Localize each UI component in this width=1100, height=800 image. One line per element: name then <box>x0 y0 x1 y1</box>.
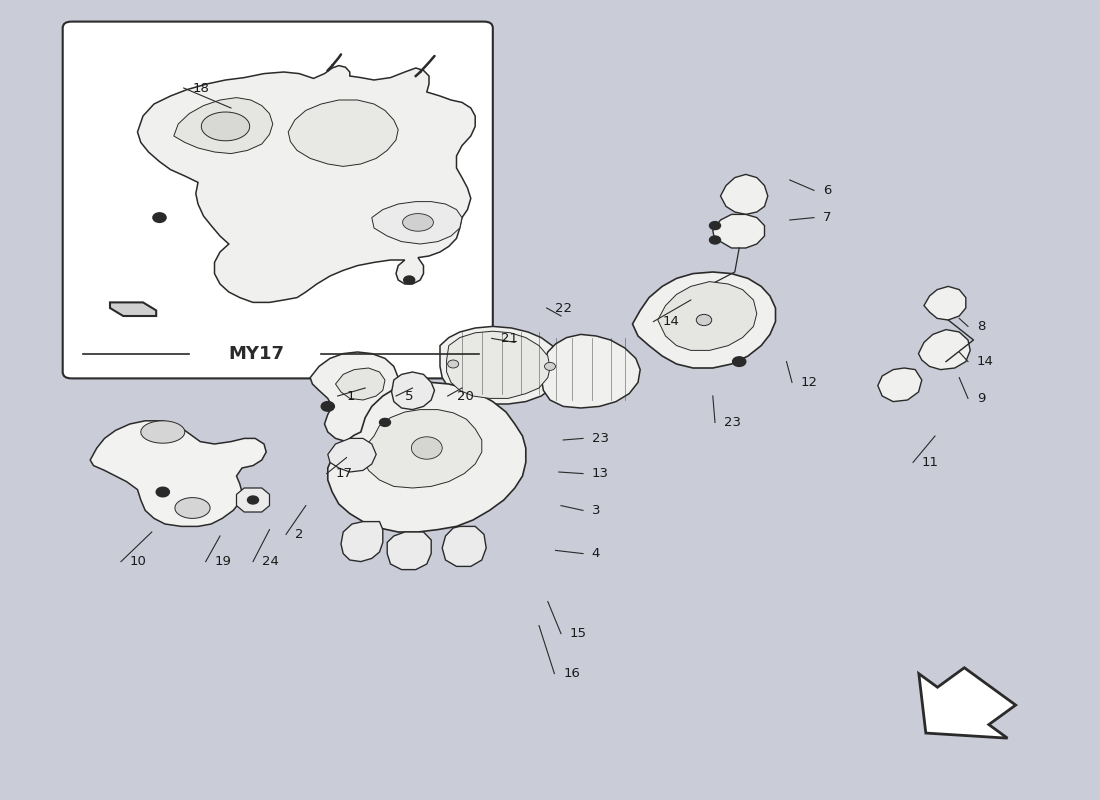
Polygon shape <box>138 66 475 302</box>
Text: 10: 10 <box>130 555 146 568</box>
Text: 21: 21 <box>500 332 517 345</box>
Circle shape <box>710 222 720 230</box>
Polygon shape <box>236 488 270 512</box>
Polygon shape <box>924 286 966 320</box>
Polygon shape <box>363 410 482 488</box>
Polygon shape <box>918 330 970 370</box>
Polygon shape <box>288 100 398 166</box>
Polygon shape <box>720 174 768 214</box>
Polygon shape <box>713 214 764 248</box>
Polygon shape <box>110 302 156 316</box>
Circle shape <box>696 314 712 326</box>
Polygon shape <box>658 282 757 350</box>
Polygon shape <box>447 331 550 398</box>
FancyBboxPatch shape <box>63 22 493 378</box>
Text: 4: 4 <box>592 547 601 560</box>
Text: 18: 18 <box>192 82 209 94</box>
Polygon shape <box>328 382 526 532</box>
Polygon shape <box>90 421 266 526</box>
Text: 22: 22 <box>556 302 572 314</box>
Text: 16: 16 <box>563 667 580 680</box>
Polygon shape <box>632 272 776 368</box>
Polygon shape <box>336 368 385 400</box>
Polygon shape <box>387 532 431 570</box>
Circle shape <box>411 437 442 459</box>
Circle shape <box>153 213 166 222</box>
Text: 3: 3 <box>592 504 601 517</box>
Text: 15: 15 <box>570 627 586 640</box>
Text: 14: 14 <box>662 315 679 328</box>
Text: 17: 17 <box>336 467 352 480</box>
Text: 19: 19 <box>214 555 231 568</box>
Polygon shape <box>310 352 398 442</box>
Circle shape <box>710 236 720 244</box>
Text: 6: 6 <box>823 184 832 197</box>
Text: 23: 23 <box>592 432 608 445</box>
Polygon shape <box>175 498 210 518</box>
Circle shape <box>248 496 258 504</box>
Polygon shape <box>141 421 185 443</box>
Text: 12: 12 <box>801 376 817 389</box>
Text: 24: 24 <box>262 555 278 568</box>
Polygon shape <box>341 522 383 562</box>
Text: 9: 9 <box>977 392 986 405</box>
Circle shape <box>321 402 334 411</box>
Text: MY17: MY17 <box>229 346 284 363</box>
Polygon shape <box>328 438 376 472</box>
Polygon shape <box>403 214 433 231</box>
Polygon shape <box>392 372 434 410</box>
Polygon shape <box>442 526 486 566</box>
Circle shape <box>448 360 459 368</box>
Circle shape <box>379 418 390 426</box>
Circle shape <box>404 276 415 284</box>
Polygon shape <box>918 668 1015 738</box>
Text: 13: 13 <box>592 467 608 480</box>
Text: 5: 5 <box>405 390 414 402</box>
Polygon shape <box>201 112 250 141</box>
Circle shape <box>156 487 169 497</box>
Circle shape <box>733 357 746 366</box>
Polygon shape <box>541 334 640 408</box>
Text: 14: 14 <box>977 355 993 368</box>
Text: 2: 2 <box>295 528 304 541</box>
Text: 11: 11 <box>922 456 938 469</box>
Text: 8: 8 <box>977 320 986 333</box>
Polygon shape <box>174 98 273 154</box>
Circle shape <box>544 362 556 370</box>
Polygon shape <box>372 202 462 244</box>
Text: 20: 20 <box>456 390 473 402</box>
Polygon shape <box>440 326 561 404</box>
Polygon shape <box>878 368 922 402</box>
Text: 7: 7 <box>823 211 832 224</box>
Text: 1: 1 <box>346 390 355 402</box>
Text: 23: 23 <box>724 416 740 429</box>
